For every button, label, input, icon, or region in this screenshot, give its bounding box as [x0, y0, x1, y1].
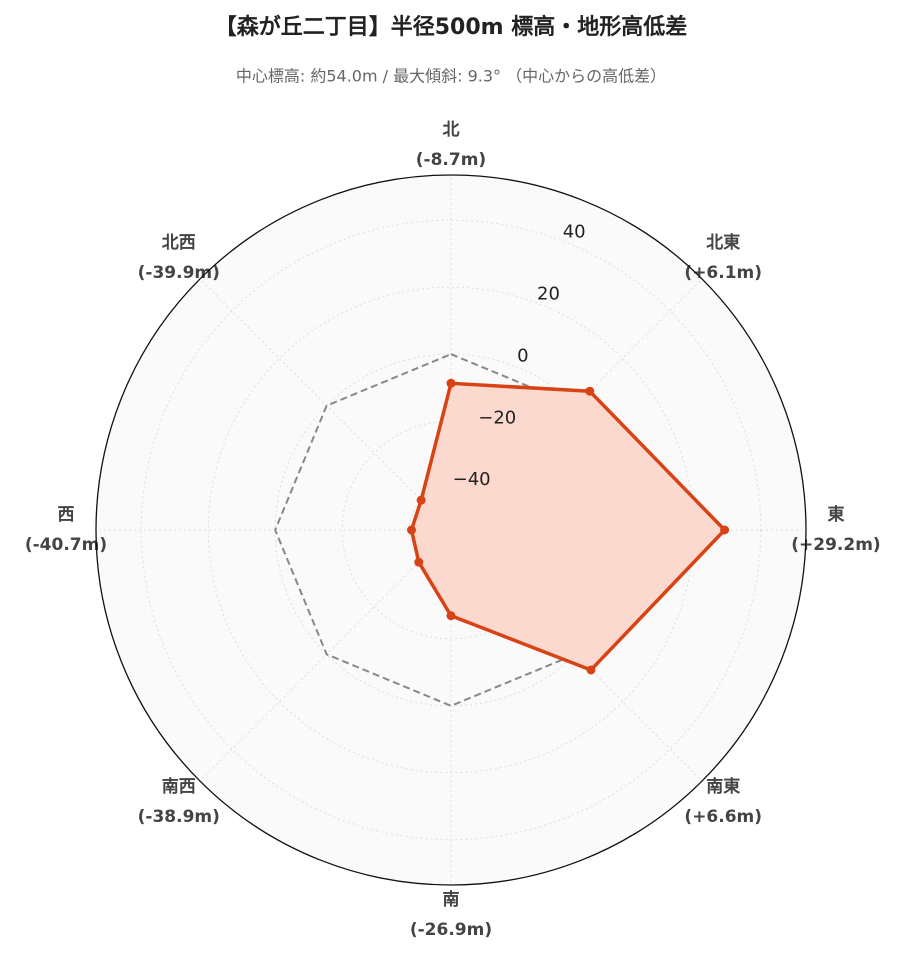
- value-label: (+6.1m): [684, 263, 762, 283]
- data-point: [585, 386, 595, 396]
- data-point: [416, 495, 426, 505]
- data-point: [446, 378, 456, 388]
- category-label: 東: [828, 504, 845, 525]
- category-label: 北西: [162, 233, 196, 253]
- value-label: (-8.7m): [416, 150, 486, 170]
- y-tick-label: −20: [478, 407, 516, 428]
- y-tick-label: 20: [537, 284, 560, 305]
- value-label: (+29.2m): [791, 535, 880, 555]
- data-point: [586, 665, 596, 675]
- data-point: [406, 525, 416, 535]
- grid-circle: [140, 219, 762, 841]
- value-label: (+6.6m): [684, 807, 762, 827]
- y-tick-label: −40: [453, 469, 491, 490]
- data-point: [720, 525, 730, 535]
- spoke: [450, 278, 703, 531]
- chart-subtitle: 中心標高: 約54.0m / 最大傾斜: 9.3° （中心からの高低差）: [236, 67, 666, 86]
- category-label: 南西: [162, 776, 196, 797]
- category-label: 北東: [706, 232, 740, 253]
- chart-title: 【森が丘二丁目】半径500m 標高・地形高低差: [215, 14, 688, 40]
- plot-border: [95, 174, 807, 886]
- spoke: [199, 278, 452, 531]
- category-label: 西: [58, 505, 75, 525]
- value-label: (-38.9m): [138, 807, 220, 827]
- y-tick-label: 0: [517, 345, 528, 366]
- spoke: [450, 529, 703, 782]
- category-label: 南東: [706, 776, 740, 797]
- data-point: [446, 611, 456, 621]
- data-point: [414, 557, 424, 567]
- category-label: 北: [443, 120, 460, 140]
- value-label: (-40.7m): [25, 535, 107, 555]
- value-label: (-26.9m): [410, 920, 492, 940]
- y-tick-label: 40: [563, 222, 586, 243]
- value-label: (-39.9m): [138, 263, 220, 283]
- category-label: 南: [443, 889, 460, 910]
- spoke: [199, 529, 452, 782]
